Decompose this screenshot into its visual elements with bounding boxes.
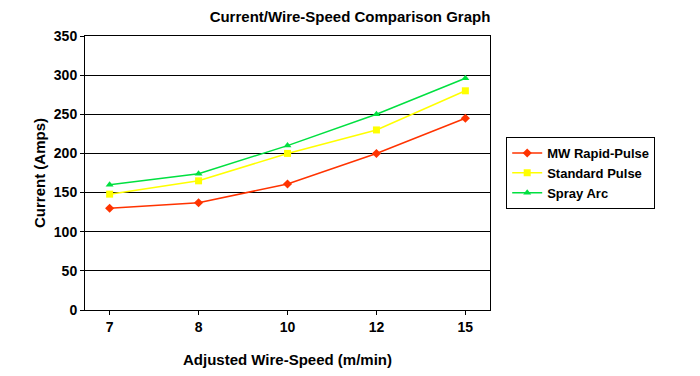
svg-text:15: 15 — [458, 319, 474, 335]
svg-text:MW Rapid-Pulse: MW Rapid-Pulse — [547, 146, 649, 161]
svg-text:12: 12 — [369, 319, 385, 335]
svg-text:Spray Arc: Spray Arc — [547, 186, 608, 201]
svg-text:300: 300 — [54, 67, 78, 83]
svg-text:7: 7 — [106, 319, 114, 335]
svg-text:Current (Amps): Current (Amps) — [31, 118, 48, 228]
svg-text:10: 10 — [280, 319, 296, 335]
svg-text:8: 8 — [195, 319, 203, 335]
svg-text:100: 100 — [54, 224, 78, 240]
svg-text:Adjusted Wire-Speed (m/min): Adjusted Wire-Speed (m/min) — [183, 351, 392, 368]
svg-text:150: 150 — [54, 184, 78, 200]
svg-text:0: 0 — [69, 302, 77, 318]
svg-text:350: 350 — [54, 28, 78, 44]
svg-text:Current/Wire-Speed Comparison: Current/Wire-Speed Comparison Graph — [210, 8, 491, 25]
svg-text:250: 250 — [54, 106, 78, 122]
svg-text:50: 50 — [62, 263, 78, 279]
svg-text:200: 200 — [54, 145, 78, 161]
svg-text:Standard Pulse: Standard Pulse — [547, 166, 642, 181]
